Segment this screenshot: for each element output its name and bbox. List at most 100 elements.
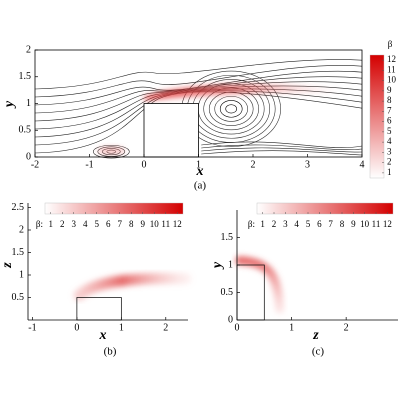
vortex-line: [93, 144, 130, 159]
colorbar-label: 3: [283, 219, 288, 229]
flow-field: [34, 59, 363, 321]
x-tick-label: 1: [119, 322, 124, 333]
y-axis-label: y: [2, 100, 17, 109]
x-tick-label: 3: [305, 159, 310, 170]
colorbar-label: 6: [106, 219, 111, 229]
colorbar-label: 5: [306, 219, 311, 229]
colorbar-label: 12: [387, 54, 396, 64]
colorbar-label: 4: [83, 219, 88, 229]
x-tick-label: 0: [235, 322, 240, 333]
colorbar-title: β:: [248, 219, 255, 229]
colorbar-label: 2: [272, 219, 277, 229]
vortex-line: [219, 100, 243, 118]
y-tick-label: 0.5: [12, 292, 25, 303]
x-tick-label: 0: [74, 322, 79, 333]
y-tick-label: 0.5: [19, 125, 32, 136]
colorbar-label: 10: [150, 219, 160, 229]
beta-blob: [235, 256, 285, 314]
y-axis-label: y: [210, 261, 225, 270]
x-tick-label: 2: [251, 159, 256, 170]
colorbar-label: 8: [340, 219, 345, 229]
y-tick-label: 2: [26, 44, 31, 55]
streamline: [201, 150, 363, 156]
streamline: [201, 147, 363, 153]
colorbar-label: 7: [118, 219, 123, 229]
colorbar-label: 8: [387, 95, 392, 105]
y-tick-label: 1: [228, 259, 233, 270]
streamline: [34, 81, 363, 122]
colorbar-label: 10: [360, 219, 370, 229]
x-axis-label: x: [196, 164, 204, 179]
beta-blob: [97, 146, 126, 155]
block: [76, 297, 122, 321]
colorbar-label: 9: [387, 85, 392, 95]
streamline: [201, 141, 363, 148]
x-tick-label: 0: [142, 159, 147, 170]
colorbar-label: 3: [72, 219, 77, 229]
y-tick-label: 1: [26, 98, 31, 109]
colorbar: [369, 54, 385, 179]
colorbar-label: 2: [387, 157, 392, 167]
colorbar-label: 5: [95, 219, 100, 229]
x-axis-label: x: [99, 328, 107, 343]
y-axis-label: z: [0, 262, 15, 269]
streamline: [34, 91, 363, 154]
x-tick-label: 2: [163, 322, 168, 333]
colorbar: [256, 202, 394, 215]
x-tick-label: -2: [31, 159, 39, 170]
colorbar-label: 11: [387, 64, 396, 74]
block: [236, 264, 265, 321]
colorbar-title: β:: [36, 219, 43, 229]
caption: (c): [312, 346, 325, 358]
colorbar-label: 9: [351, 219, 356, 229]
colorbar-label: 1: [49, 219, 54, 229]
y-tick-label: 1: [19, 269, 24, 280]
colorbar-label: 12: [173, 219, 182, 229]
colorbar-label: 7: [328, 219, 333, 229]
colorbar-title: β: [388, 39, 393, 49]
beta-blob: [73, 272, 192, 301]
x-tick-label: -1: [28, 322, 36, 333]
colorbar-label: 11: [161, 219, 170, 229]
colorbar-label: 10: [387, 75, 397, 85]
colorbar: [44, 202, 184, 215]
colorbar-label: 2: [60, 219, 65, 229]
x-tick-label: 1: [289, 322, 294, 333]
colorbar-label: 1: [260, 219, 265, 229]
x-tick-label: 2: [344, 322, 349, 333]
block: [143, 103, 199, 158]
colorbar-label: 5: [387, 126, 392, 136]
colorbar-label: 7: [387, 105, 392, 115]
streamline: [34, 59, 363, 90]
colorbar-label: 11: [372, 219, 381, 229]
colorbar-label: 8: [129, 219, 134, 229]
x-tick-label: -1: [85, 159, 93, 170]
y-tick-label: 0: [228, 314, 233, 325]
y-tick-label: 2.5: [12, 202, 25, 213]
beta-blob: [144, 83, 341, 101]
y-tick-label: 0.5: [221, 287, 234, 298]
y-tick-label: 1.5: [221, 232, 234, 243]
vortex-line: [214, 95, 248, 122]
caption: (b): [104, 346, 117, 358]
y-tick-label: 1.5: [19, 71, 32, 82]
colorbar-label: 9: [141, 219, 146, 229]
colorbar-label: 12: [383, 219, 392, 229]
colorbar-label: 6: [387, 116, 392, 126]
x-tick-label: 1: [196, 159, 201, 170]
y-tick-label: 2: [19, 224, 24, 235]
streamline: [201, 144, 363, 151]
colorbar-label: 3: [387, 146, 392, 156]
streamline: [34, 71, 363, 106]
colorbar-label: 6: [317, 219, 322, 229]
colorbar-label: 4: [387, 136, 392, 146]
streamline: [34, 65, 363, 98]
vortex-line: [208, 91, 254, 126]
x-axis-label: z: [312, 328, 319, 343]
streamline: [34, 76, 363, 114]
caption: (a): [194, 180, 207, 192]
colorbar-label: 4: [294, 219, 299, 229]
colorbar-label: 1: [387, 167, 392, 177]
x-tick-label: 4: [360, 159, 365, 170]
